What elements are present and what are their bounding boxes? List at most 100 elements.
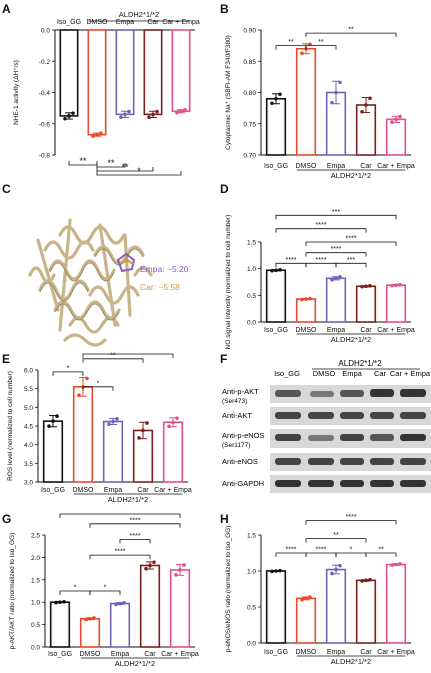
data-point — [95, 132, 99, 137]
y-tick-label: 0.75 — [243, 121, 256, 128]
data-point — [144, 566, 148, 571]
panel-label-d: D — [220, 182, 229, 196]
blot-row-pakt: Anti-p-AKT (Ser473) — [222, 385, 431, 405]
data-point — [364, 103, 368, 107]
y-tick-label: -0.4 — [39, 90, 51, 97]
data-point — [147, 115, 151, 119]
bar-iso-gg — [59, 29, 79, 117]
sig-label: **** — [286, 257, 297, 264]
data-point — [179, 109, 183, 114]
sig-label: **** — [130, 517, 141, 524]
bar-empa — [102, 420, 124, 483]
data-point — [141, 428, 145, 433]
data-point — [398, 114, 402, 119]
data-point — [300, 297, 304, 302]
y-axis-label: ROS level (normalized to cell number) — [7, 371, 14, 481]
y-tick-label: 0.90 — [243, 28, 256, 35]
data-point — [47, 424, 51, 428]
ligand-binding-site — [116, 252, 136, 273]
x-tick-label: Empa — [327, 649, 345, 656]
data-point — [330, 100, 334, 105]
y-axis-label: p-eNOS/eNOS ratio (normalized to Iso_GG) — [225, 526, 232, 653]
y-axis-label: NO signal intensity (normalized to cell … — [225, 215, 232, 350]
data-point — [148, 563, 152, 568]
blot-row-peNOS: Anti-p-eNOS (Ser1177) — [222, 429, 431, 449]
blot-lane-car: Car — [374, 369, 387, 378]
sig-label: * — [350, 547, 353, 554]
y-tick-label: 1.0 — [31, 600, 40, 607]
x-tick-label: Car + Empa — [377, 163, 415, 170]
data-point — [338, 80, 342, 85]
bar-car — [355, 285, 377, 323]
chart-b-cytoplasmic-na: 0.70 0.75 0.80 0.85 0.90 Cytoplasmic Na⁺ (SBF… — [225, 27, 415, 180]
bar-empa — [115, 29, 135, 116]
x-tick-label: Car — [360, 163, 372, 170]
sig-label: *** — [332, 209, 340, 216]
y-tick-label: 3.0 — [24, 480, 33, 487]
data-point — [123, 112, 127, 117]
data-point — [88, 616, 92, 621]
bar-car — [139, 564, 161, 648]
data-point — [390, 563, 394, 567]
x-tick-label: Empa — [104, 487, 122, 494]
sig-label: * — [104, 585, 107, 592]
sig-bracket — [52, 371, 84, 376]
sig-label: ** — [107, 158, 115, 168]
sig-bracket — [275, 228, 367, 233]
data-point — [175, 416, 179, 421]
chart-d-no-signal: 0.0 0.5 1.0 1.5 NO signal intensity (normali… — [225, 209, 415, 350]
data-point — [364, 578, 368, 583]
group-label: ALDH2*1/*2 — [119, 10, 159, 19]
chart-e-ros-level: 3.0 3.5 4.0 4.5 5.0 5.5 6.0 ROS level (normaliz… — [7, 350, 192, 504]
x-tick-label: Iso_GG — [48, 651, 72, 658]
sig-label: *** — [347, 257, 355, 264]
x-tick-label: Car + Empa — [377, 649, 415, 656]
x-tick-label: Car — [137, 487, 149, 494]
data-point — [107, 422, 111, 427]
y-axis-label: p-AKT/AKT ratio (normalized to Iso_GG) — [9, 533, 16, 650]
bar-car-empa — [171, 29, 191, 113]
bar-dmso — [72, 385, 94, 483]
panel-label-b: B — [220, 2, 229, 16]
y-tick-label: -0.8 — [39, 153, 51, 160]
y-tick-label: -0.2 — [39, 59, 51, 66]
group-label: ALDH2*1/*2 — [108, 495, 148, 504]
data-point — [394, 562, 398, 567]
data-point — [360, 284, 364, 289]
sig-label: * — [137, 166, 141, 176]
sig-bracket — [96, 163, 126, 168]
data-point — [55, 414, 59, 418]
sig-label: **** — [316, 257, 327, 264]
x-tick-label: DMSO — [296, 327, 318, 334]
x-tick-label: Iso_GG — [264, 163, 288, 170]
sig-label: **** — [130, 533, 141, 540]
data-point — [54, 600, 58, 605]
bar-iso-gg — [49, 601, 71, 648]
chart-g-pakt-ratio: 0.0 0.5 1.0 1.5 2.0 2.5 p-AKT/AKT ratio (norma… — [9, 510, 199, 668]
data-point — [330, 277, 334, 282]
sig-bracket — [365, 552, 397, 557]
sig-label: **** — [346, 236, 357, 243]
y-tick-label: 0.0 — [247, 641, 256, 648]
western-blot-panel: ALDH2*1/*2 Iso_GG DMSO Empa Car Car + Em… — [220, 352, 431, 507]
bar-car-empa — [385, 118, 407, 156]
x-tick-label: DMSO — [296, 649, 318, 656]
y-tick-label: 3.5 — [24, 461, 33, 468]
data-point — [300, 597, 304, 602]
data-point — [334, 90, 338, 95]
data-point — [92, 616, 96, 620]
x-tick-label: Car — [147, 19, 159, 26]
sig-label: **** — [286, 547, 297, 554]
y-tick-label: 0.5 — [247, 605, 256, 612]
bar-iso-gg — [42, 420, 64, 483]
y-axis-label: NHE-1 activity (ΔH⁺/s) — [13, 60, 20, 125]
data-point — [270, 268, 274, 273]
y-tick-label: 0.70 — [243, 153, 256, 160]
sig-bracket — [335, 552, 367, 557]
western-blot: ALDH2*1/*2 Iso_GG DMSO Empa Car Car + Em… — [222, 359, 431, 493]
sig-bracket — [305, 538, 367, 543]
blot-label-akt: Anti-AKT — [222, 411, 252, 420]
y-tick-label: 0.0 — [31, 645, 40, 652]
sig-bracket — [275, 262, 307, 268]
data-point — [308, 42, 312, 47]
